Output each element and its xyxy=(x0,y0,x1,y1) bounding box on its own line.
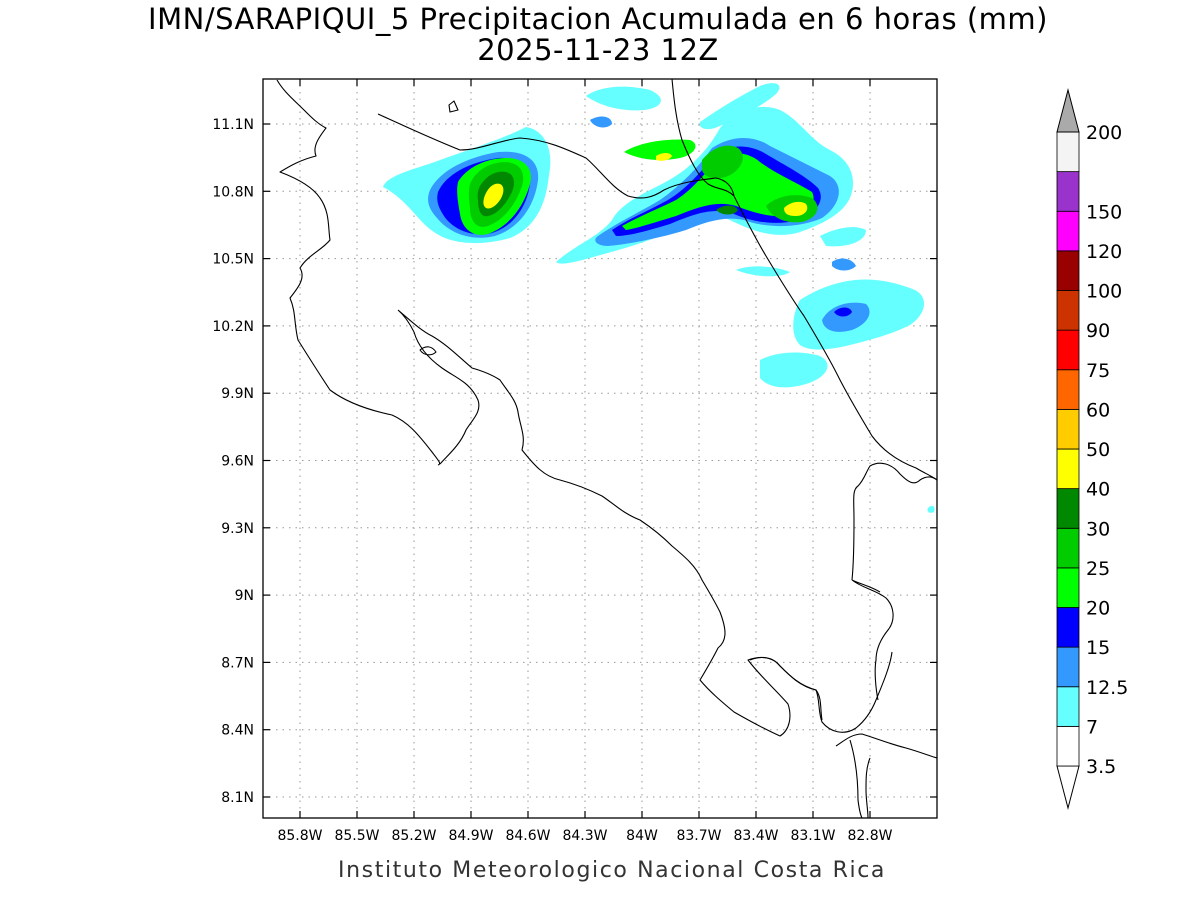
colorbar-label: 75 xyxy=(1086,360,1110,382)
colorbar-segment xyxy=(1056,171,1080,212)
colorbar-label: 15 xyxy=(1086,637,1110,659)
lat-tick-label: 8.7N xyxy=(221,655,254,671)
colorbar-label: 12.5 xyxy=(1086,677,1128,699)
rio-san-juan-border xyxy=(671,79,735,197)
colorbar-segment xyxy=(1056,686,1080,727)
colorbar-under-arrow xyxy=(1056,765,1080,810)
colorbar-segment xyxy=(1056,369,1080,410)
lat-tick-label: 9.3N xyxy=(221,521,254,537)
lat-tick-label: 10.2N xyxy=(212,319,254,335)
lon-tick-label: 83.1W xyxy=(790,828,835,844)
lon-tick-label: 85.2W xyxy=(391,828,436,844)
costa-rica-pacific-coast xyxy=(397,309,893,737)
colorbar-segment xyxy=(1056,408,1080,450)
axis-ticks: 11.1N 10.8N 10.5N 10.2N 9.9N 9.6N 9.3N 9N 8.7N 8.… xyxy=(212,79,937,844)
precip-area-ne-15mm xyxy=(622,153,814,230)
precip-area-nw-small xyxy=(386,179,400,189)
colorbar-segment xyxy=(1056,607,1080,648)
lon-tick-label: 82.8W xyxy=(847,828,892,844)
panama-southern-coast xyxy=(835,733,937,818)
map-date: 2025-11-23 12Z xyxy=(477,33,719,67)
lat-tick-label: 8.4N xyxy=(221,723,254,739)
precip-area-e-15mm xyxy=(834,307,852,317)
colorbar-segment xyxy=(1056,329,1080,371)
nicaragua-pacific-coast xyxy=(276,79,441,466)
colorbar-label: 150 xyxy=(1086,201,1122,223)
institution-footer: Instituto Meteorologico Nacional Costa R… xyxy=(338,858,886,883)
precip-area-ne-20mm xyxy=(702,145,743,179)
precip-area-ne-7mm-b xyxy=(590,116,612,128)
lat-tick-label: 9.6N xyxy=(221,454,254,470)
colorbar-label: 25 xyxy=(1086,558,1110,580)
colorbar-segment xyxy=(1056,725,1080,767)
colorbar-label: 7 xyxy=(1086,716,1098,738)
nicaragua-border-line xyxy=(377,113,735,199)
colorbar-over-arrow xyxy=(1056,88,1080,133)
lon-tick-label: 84.9W xyxy=(448,828,493,844)
precip-area-ne-30mm xyxy=(784,201,808,216)
lat-tick-label: 9.9N xyxy=(221,386,254,402)
colorbar-segment xyxy=(1056,210,1080,252)
lat-tick-label: 8.1N xyxy=(221,790,254,806)
map-frame xyxy=(262,78,938,819)
precip-area-e-5 xyxy=(820,227,866,247)
lon-tick-label: 84.6W xyxy=(505,828,550,844)
colorbar-label: 40 xyxy=(1086,479,1110,501)
colorbar-label: 50 xyxy=(1086,439,1110,461)
lon-tick-label: 85.8W xyxy=(277,828,322,844)
osa-peninsula-coast xyxy=(749,656,823,721)
panama-border-line xyxy=(851,462,937,701)
colorbar-segment xyxy=(1056,290,1080,331)
lat-tick-label: 9N xyxy=(235,588,254,604)
colorbar-label: 20 xyxy=(1086,598,1110,620)
precipitation-field xyxy=(383,83,935,513)
lon-tick-label: 84W xyxy=(626,828,658,844)
colorbar-segment xyxy=(1056,131,1080,173)
colorbar-label: 90 xyxy=(1086,320,1110,342)
caribbean-coast xyxy=(733,195,937,481)
colorbar-segment xyxy=(1056,527,1080,569)
precip-area-ne-30mm-b xyxy=(656,153,672,161)
colorbar-label: 100 xyxy=(1086,281,1122,303)
colorbar-segment xyxy=(1056,488,1080,529)
map-title: IMN/SARAPIQUI_5 Precipitacion Acumulada … xyxy=(148,2,1048,36)
precip-area-nw-30mm xyxy=(483,183,504,209)
precip-area-e-4 xyxy=(760,352,828,388)
colorbar-segment xyxy=(1056,646,1080,688)
precip-area-ne-25mm-c xyxy=(716,205,738,215)
colorbar-label: 120 xyxy=(1086,241,1122,263)
lat-tick-label: 11.1N xyxy=(212,117,254,133)
lat-tick-label: 10.8N xyxy=(212,184,254,200)
precip-area-e-12-5mm xyxy=(822,302,870,332)
precip-area-e-6 xyxy=(832,258,856,271)
colorbar-label: 30 xyxy=(1086,518,1110,540)
colorbar-segment xyxy=(1056,567,1080,608)
lat-tick-label: 10.5N xyxy=(212,252,254,268)
precip-area-ne-15mm-b xyxy=(624,139,696,160)
precip-area-ne-top xyxy=(586,86,661,111)
precip-area-e-8 xyxy=(927,505,935,513)
precip-colorbar: 3.5 7 12.5 15 20 25 30 40 50 60 75 90 100 120 150 200 xyxy=(1056,88,1128,810)
precip-area-ne-topright xyxy=(699,83,780,130)
colorbar-segment xyxy=(1056,448,1080,490)
lon-tick-label: 85.5W xyxy=(334,828,379,844)
colorbar-segment xyxy=(1056,250,1080,291)
colorbar-label: 3.5 xyxy=(1086,756,1116,778)
lake-nicaragua-islet xyxy=(448,100,459,113)
lon-tick-label: 83.7W xyxy=(676,828,721,844)
coastlines-and-borders xyxy=(276,79,937,818)
nicoya-gulf-island xyxy=(419,346,437,356)
colorbar-label: 60 xyxy=(1086,399,1110,421)
lon-tick-label: 83.4W xyxy=(733,828,778,844)
lon-tick-label: 84.3W xyxy=(562,828,607,844)
map-plot-area: 11.1N 10.8N 10.5N 10.2N 9.9N 9.6N 9.3N 9N 8.7N 8.… xyxy=(212,78,938,844)
colorbar-label: 200 xyxy=(1086,122,1122,144)
